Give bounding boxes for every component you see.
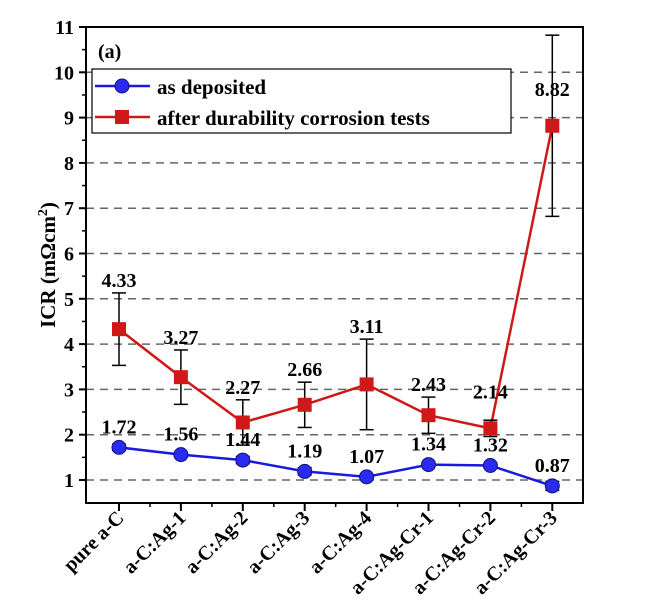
series-line <box>118 446 553 488</box>
x-tick-label: a-C:Ag-1 <box>119 507 190 578</box>
y-tick-label: 5 <box>64 289 74 311</box>
data-point <box>297 397 312 412</box>
data-point <box>112 322 126 337</box>
data-label: 1.19 <box>287 440 322 462</box>
legend: as deposited after durability corrosion … <box>91 68 512 134</box>
y-tick-label: 2 <box>64 425 74 447</box>
legend-label-after-tests: after durability corrosion tests <box>157 106 430 130</box>
data-point <box>173 447 189 463</box>
panel-label: (a) <box>98 41 121 63</box>
data-point <box>297 463 313 479</box>
data-label: 2.66 <box>287 359 322 381</box>
y-tick-label: 3 <box>64 379 74 401</box>
y-tick-label: 6 <box>64 244 74 266</box>
legend-marker-circle-icon <box>114 78 130 94</box>
y-tick-label: 1 <box>64 470 74 492</box>
data-point <box>421 408 436 423</box>
data-label: 2.27 <box>225 377 260 399</box>
data-label: 2.14 <box>473 381 508 403</box>
data-label: 4.33 <box>102 270 137 292</box>
y-tick-label: 8 <box>64 153 74 175</box>
data-point <box>235 452 251 468</box>
data-label: 1.07 <box>349 446 384 468</box>
data-label: 1.72 <box>102 416 137 438</box>
legend-marker-square-icon <box>115 110 129 124</box>
data-label: 3.27 <box>163 327 198 349</box>
data-label: 0.87 <box>535 455 570 477</box>
y-tick-label: 9 <box>64 108 74 130</box>
x-tick-label: a-C:Ag-3 <box>243 507 314 578</box>
data-label: 1.34 <box>411 434 446 456</box>
data-point <box>173 370 188 385</box>
x-tick-label: pure a-C <box>59 507 128 576</box>
data-point <box>482 458 498 474</box>
data-point <box>359 469 375 485</box>
data-point <box>544 478 560 494</box>
legend-label-as-deposited: as deposited <box>157 75 266 99</box>
data-point <box>111 439 127 455</box>
data-label: 3.11 <box>350 316 384 338</box>
data-label: 8.82 <box>535 79 570 101</box>
series-line <box>118 125 554 430</box>
y-tick-label: 11 <box>55 17 74 39</box>
legend-box <box>91 68 512 134</box>
y-axis-label: ICR (mΩcm2) <box>36 202 60 328</box>
data-label: 1.56 <box>163 424 198 446</box>
y-tick-label: 10 <box>54 62 74 84</box>
data-point <box>483 421 498 436</box>
data-point <box>235 415 250 430</box>
series-marks: 1.72 1.56 1.441.19 1.071.34 1.320.874.333.27… <box>102 34 570 494</box>
y-tick-label: 4 <box>64 334 74 356</box>
data-point <box>545 118 560 133</box>
plot-frame <box>85 26 584 504</box>
x-tick-label: a-C:Ag-2 <box>181 507 252 578</box>
data-label: 2.43 <box>411 374 446 396</box>
data-point <box>421 457 436 473</box>
y-tick-label: 7 <box>64 198 74 220</box>
data-point <box>359 377 374 392</box>
data-label: 1.32 <box>473 435 508 457</box>
